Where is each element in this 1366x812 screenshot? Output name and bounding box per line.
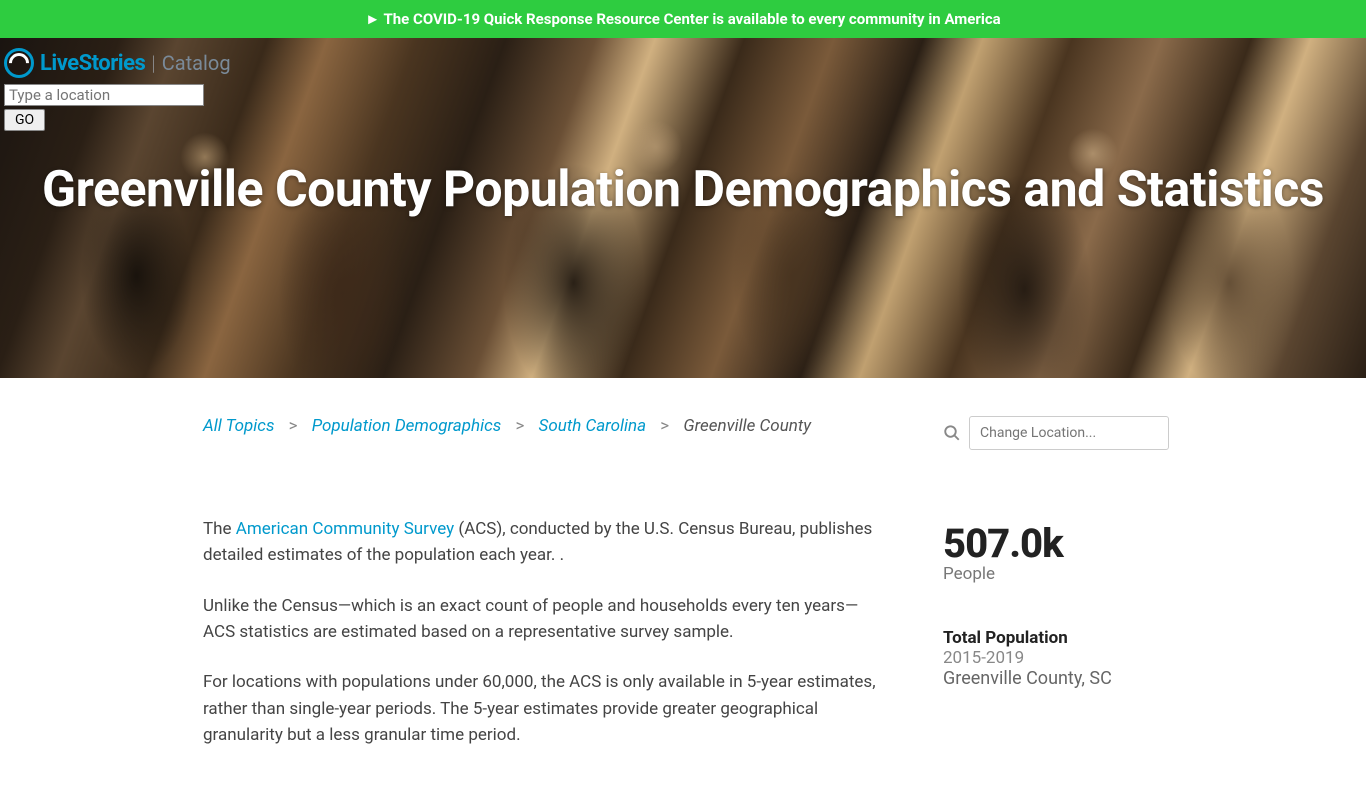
stat-location: Greenville County, SC [943, 668, 1163, 689]
banner-text: ► The COVID-19 Quick Response Resource C… [365, 10, 1000, 28]
stat-unit: People [943, 564, 1163, 584]
breadcrumb: All Topics > Population Demographics > S… [203, 416, 883, 436]
paragraph-2: Unlike the Census—which is an exact coun… [203, 593, 883, 646]
content-area: All Topics > Population Demographics > S… [183, 378, 1183, 812]
logo-brand: LiveStories [40, 51, 145, 76]
change-location-input[interactable] [969, 416, 1169, 450]
acs-link[interactable]: American Community Survey [236, 519, 454, 539]
breadcrumb-separator: > [289, 416, 298, 436]
stat-period: 2015-2019 [943, 648, 1163, 668]
breadcrumb-population-demographics[interactable]: Population Demographics [312, 416, 502, 436]
breadcrumb-separator: > [660, 416, 669, 436]
sidebar: 507.0k People Total Population 2015-2019… [943, 416, 1163, 772]
go-button[interactable]: GO [4, 109, 45, 131]
paragraph-3: For locations with populations under 60,… [203, 669, 883, 748]
hero-header: LiveStories | Catalog GO [0, 38, 1366, 131]
stat-title: Total Population [943, 628, 1163, 648]
main-column: All Topics > Population Demographics > S… [203, 416, 883, 772]
logo-subtitle: Catalog [162, 51, 231, 75]
breadcrumb-all-topics[interactable]: All Topics [203, 416, 274, 436]
article-body: The American Community Survey (ACS), con… [203, 516, 883, 748]
page-title: Greenville County Population Demographic… [0, 131, 1366, 219]
breadcrumb-current: Greenville County [683, 416, 811, 436]
header-search: GO [4, 84, 1362, 131]
location-input[interactable] [4, 84, 204, 106]
paragraph-1: The American Community Survey (ACS), con… [203, 516, 883, 569]
breadcrumb-separator: > [515, 416, 524, 436]
covid-banner[interactable]: ► The COVID-19 Quick Response Resource C… [0, 0, 1366, 38]
search-icon [943, 424, 961, 442]
stat-value: 507.0k [943, 524, 1163, 564]
change-location-wrap [943, 416, 1163, 450]
logo-icon [4, 48, 34, 78]
logo[interactable]: LiveStories | Catalog [4, 44, 1362, 84]
hero-section: LiveStories | Catalog GO Greenville Coun… [0, 38, 1366, 378]
logo-separator: | [151, 51, 155, 75]
breadcrumb-south-carolina[interactable]: South Carolina [539, 416, 647, 436]
